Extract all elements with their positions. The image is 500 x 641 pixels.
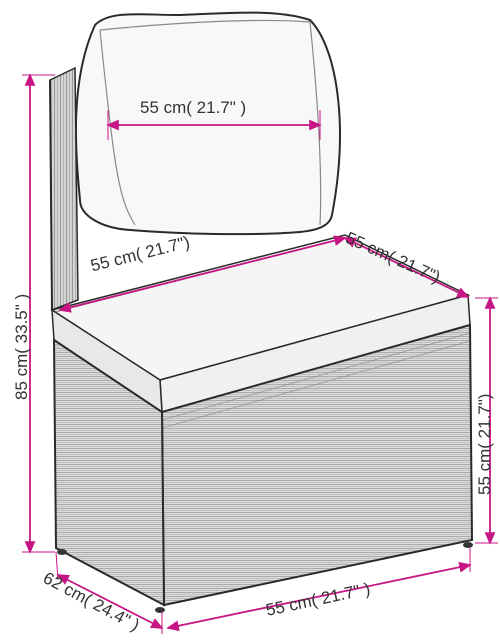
dim-overall-height: 85 cm( 33.5" ) [12, 294, 32, 400]
dim-right-height: 55 cm( 21.7") [475, 394, 495, 495]
backrest-frame [50, 68, 78, 310]
dim-top-width: 55 cm( 21.7" ) [140, 98, 246, 118]
product-dimension-diagram [0, 0, 500, 641]
back-cushion [76, 13, 340, 235]
